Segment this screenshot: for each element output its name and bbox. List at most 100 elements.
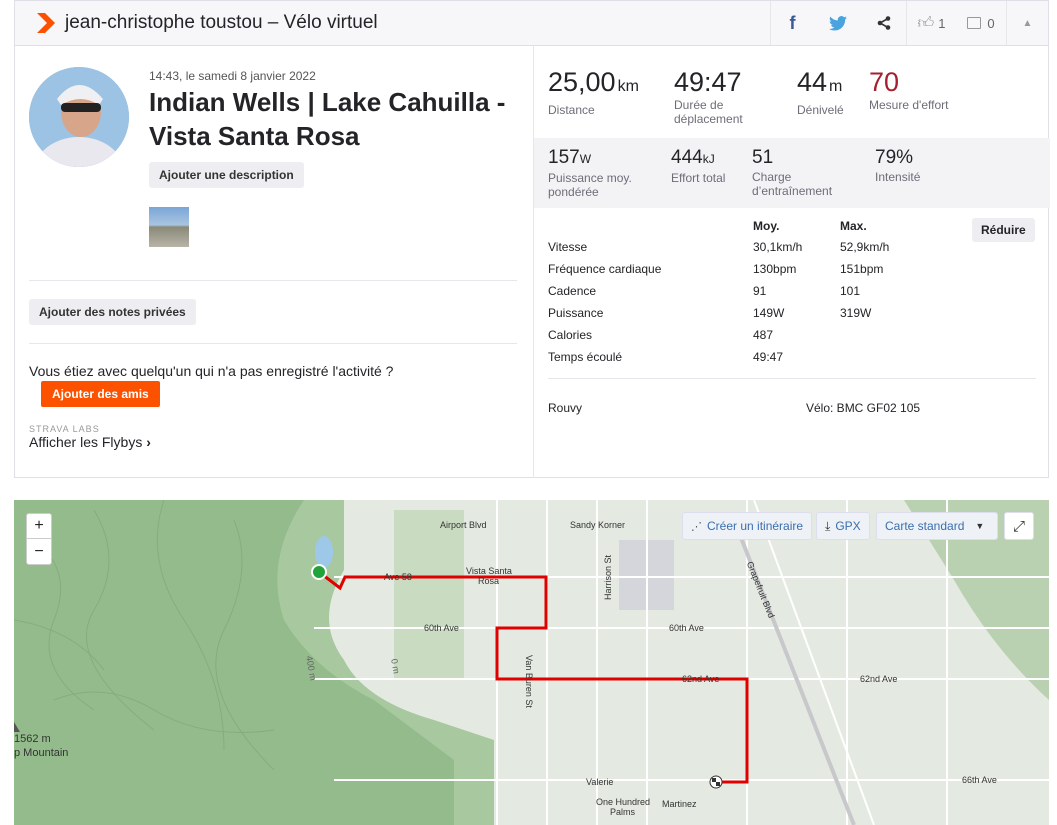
stat-elevation: 44 m Dénivelé <box>797 67 844 117</box>
map-label: Palms <box>610 807 636 817</box>
map-label: p Mountain <box>14 747 69 759</box>
route-start-marker <box>311 564 327 580</box>
twitter-icon <box>829 15 847 31</box>
map-label: Sandy Korner <box>570 520 626 530</box>
stat-moving-time: 49:47 Durée de déplacement <box>674 67 764 126</box>
athlete-activity-title[interactable]: jean-christophe toustou – Vélo virtuel <box>65 12 378 33</box>
map-label: 60th Ave <box>424 623 459 633</box>
detail-avg: 149W <box>753 306 785 320</box>
reduce-button[interactable]: Réduire <box>972 218 1035 242</box>
stat-unit: kJ <box>702 152 715 166</box>
stat-weighted-power: 157W Puissance moy. pondérée <box>548 147 648 199</box>
gpx-download-button[interactable]: ⤓ GPX <box>816 512 870 540</box>
twitter-share-button[interactable] <box>814 1 862 45</box>
bike-name: Vélo: BMC GF02 105 <box>806 401 921 415</box>
map-canvas <box>14 500 1049 825</box>
detail-avg: 487 <box>753 328 774 342</box>
map-type-label: Carte standard <box>885 519 965 533</box>
col-header-max: Max. <box>840 219 867 233</box>
kudos-count: 1 <box>938 15 946 31</box>
caret-up-icon: ▲ <box>1022 17 1033 29</box>
facebook-icon: f <box>789 12 796 33</box>
map-label: 66th Ave <box>962 775 997 785</box>
stat-value: 157 <box>548 147 580 168</box>
peak-icon <box>14 722 20 732</box>
stat-value: 44 <box>797 67 828 97</box>
chevron-right-icon: › <box>146 434 151 450</box>
activity-title: Indian Wells | Lake Cahuilla - Vista San… <box>149 87 506 151</box>
comment-icon <box>967 17 982 29</box>
stat-label: Puissance moy. pondérée <box>548 171 632 199</box>
strava-chevron-icon <box>37 13 55 33</box>
create-route-label: Créer un itinéraire <box>707 519 804 533</box>
detail-max: 319W <box>840 306 872 320</box>
map-type-select[interactable]: Carte standard ▼ <box>876 512 998 540</box>
map-label: 62nd Ave <box>860 674 898 684</box>
map-label: Ave 58 <box>384 572 412 582</box>
power-stats-band: 157W Puissance moy. pondérée 444kJ Effort … <box>534 138 1050 208</box>
stat-label: Intensité <box>875 170 921 184</box>
avatar[interactable] <box>29 67 129 167</box>
photo-thumbnail[interactable] <box>149 207 189 247</box>
stat-label: Dénivelé <box>797 103 844 117</box>
stat-distance: 25,00 km Distance <box>548 67 639 117</box>
stat-training-load: 51 Charge d’entraînement <box>752 147 852 198</box>
create-route-button[interactable]: ⋰ Créer un itinéraire <box>682 512 813 540</box>
stat-label: Durée de déplacement <box>674 98 743 126</box>
kudos-button[interactable]: 👍︎ 1 <box>906 1 956 45</box>
detail-label: Fréquence cardiaque <box>548 262 662 276</box>
share-button[interactable] <box>862 1 906 45</box>
detail-max: 101 <box>840 284 861 298</box>
stat-unit: W <box>579 152 592 166</box>
detail-label: Calories <box>548 328 593 342</box>
add-friends-button[interactable]: Ajouter des amis <box>41 381 160 407</box>
collapse-button[interactable]: ▲ <box>1006 1 1048 45</box>
facebook-share-button[interactable]: f <box>770 1 814 45</box>
stat-label: Mesure d'effort <box>869 98 949 112</box>
activity-header: jean-christophe toustou – Vélo virtuel f… <box>15 1 1048 46</box>
stat-relative-effort[interactable]: 70 Mesure d'effort <box>869 67 948 112</box>
activity-summary: 14:43, le samedi 8 janvier 2022 Indian W… <box>15 46 533 478</box>
fullscreen-icon: ⤢ <box>1013 517 1026 535</box>
comments-button[interactable]: 0 <box>956 1 1006 45</box>
map-label: Harrison St <box>603 554 613 600</box>
stat-label: Effort total <box>671 171 726 185</box>
map-label: Van Buren St <box>524 655 534 708</box>
detail-max: 52,9km/h <box>840 240 890 254</box>
unrecorded-friends-question: Vous étiez avec quelqu'un qui n'a pas en… <box>29 363 394 379</box>
map-label: Airport Blvd <box>440 520 487 530</box>
map-label: Vista Santa <box>466 566 512 576</box>
stat-label: Distance <box>548 103 595 117</box>
thumbs-up-icon: 👍︎ <box>917 14 935 32</box>
route-finish-flag <box>709 775 723 789</box>
zoom-controls: + − <box>26 513 52 565</box>
add-description-button[interactable]: Ajouter une description <box>149 162 304 188</box>
zoom-out-button[interactable]: − <box>34 542 44 560</box>
activity-date: 14:43, le samedi 8 janvier 2022 <box>149 69 316 83</box>
stats-panel: 25,00 km Distance 49:47 Durée de déplacemen… <box>533 46 1050 478</box>
zoom-in-button[interactable]: + <box>27 514 51 539</box>
stat-value: 49:47 <box>674 67 742 97</box>
stat-value: 51 <box>752 147 774 168</box>
stat-label: Charge d’entraînement <box>752 170 833 198</box>
route-map[interactable]: Airport Blvd Sandy Korner Vista Santa Ro… <box>14 500 1049 825</box>
activity-card: jean-christophe toustou – Vélo virtuel f… <box>14 0 1050 478</box>
stat-value: 25,00 <box>548 67 616 97</box>
stat-unit: km <box>617 78 639 95</box>
gpx-label: GPX <box>835 519 861 533</box>
detail-avg: 30,1km/h <box>753 240 803 254</box>
add-private-notes-button[interactable]: Ajouter des notes privées <box>29 299 196 325</box>
comment-count: 0 <box>987 15 995 31</box>
map-label: Valerie <box>586 777 614 787</box>
detail-label: Temps écoulé <box>548 350 623 364</box>
map-label: 62nd Ave <box>682 674 720 684</box>
map-label: Martinez <box>662 799 697 809</box>
fullscreen-button[interactable]: ⤢ <box>1004 512 1034 540</box>
divider <box>29 280 517 281</box>
share-icon <box>877 16 891 30</box>
map-label: One Hundred <box>596 797 651 807</box>
stat-unit: m <box>829 78 843 95</box>
col-header-avg: Moy. <box>753 219 780 233</box>
flybys-link[interactable]: Afficher les Flybys › <box>29 434 151 450</box>
map-label: Rosa <box>478 576 500 586</box>
